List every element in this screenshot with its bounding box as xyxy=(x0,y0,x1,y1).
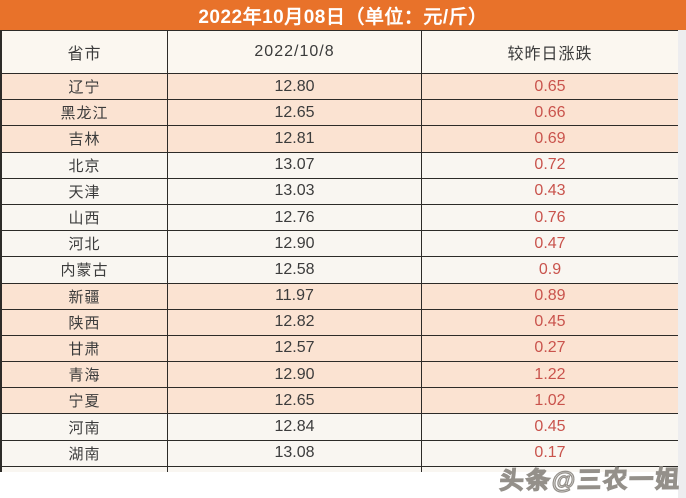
province-cell: 天津 xyxy=(2,178,168,204)
table-row: 黑龙江 12.65 0.66 xyxy=(2,100,678,127)
table-row-partial xyxy=(2,466,678,472)
change-cell: 0.47 xyxy=(534,234,566,252)
column-header-change: 较昨日涨跌 xyxy=(507,46,593,63)
price-cell: 12.81 xyxy=(168,126,422,152)
price-cell: 12.76 xyxy=(168,204,422,231)
change-cell: 0.45 xyxy=(534,418,566,436)
change-cell: 0.76 xyxy=(534,208,566,226)
table-row: 陕西 12.82 0.45 xyxy=(2,309,678,336)
change-cell: 1.22 xyxy=(534,365,566,383)
table-row: 天津 13.03 0.43 xyxy=(2,178,678,205)
table-row: 山西 12.76 0.76 xyxy=(2,204,678,232)
change-cell: 0.65 xyxy=(534,77,566,95)
column-header-province: 省市 xyxy=(2,31,168,73)
change-cell: 1.02 xyxy=(534,391,566,409)
table-row: 甘肃 12.57 0.27 xyxy=(2,335,678,363)
price-cell: 12.90 xyxy=(168,231,422,257)
province-cell: 北京 xyxy=(2,152,168,178)
change-cell: 0.9 xyxy=(538,260,562,278)
table-body: 辽宁 12.80 0.65 黑龙江 12.65 0.66 吉林 12.81 0.69 北京 13.0… xyxy=(2,74,678,467)
province-cell: 吉林 xyxy=(2,126,168,152)
column-header-date: 2022/10/8 xyxy=(168,31,422,73)
table-row: 青海 12.90 1.22 xyxy=(2,362,678,389)
province-cell: 湖南 xyxy=(2,440,168,466)
price-cell: 12.57 xyxy=(168,335,422,362)
table-row: 吉林 12.81 0.69 xyxy=(2,126,678,153)
table-header-row: 省市 2022/10/8 较昨日涨跌 xyxy=(2,31,678,74)
province-cell: 青海 xyxy=(2,362,168,388)
table-row: 内蒙古 12.58 0.9 xyxy=(2,257,678,284)
province-cell: 辽宁 xyxy=(2,74,168,100)
change-cell: 0.45 xyxy=(534,313,566,331)
price-cell: 12.58 xyxy=(168,257,422,283)
table-row: 河南 12.84 0.45 xyxy=(2,414,678,441)
price-table: 省市 2022/10/8 较昨日涨跌 辽宁 12.80 0.65 黑龙江 12.65 0.… xyxy=(0,30,678,472)
table-title: 2022年10月08日（单位：元/斤） xyxy=(198,6,488,28)
table-row: 河北 12.90 0.47 xyxy=(2,231,678,258)
price-cell: 12.80 xyxy=(168,74,422,100)
province-cell: 黑龙江 xyxy=(2,100,168,126)
price-cell: 13.03 xyxy=(168,178,422,204)
change-cell: 0.27 xyxy=(534,339,566,357)
province-cell: 宁夏 xyxy=(2,388,168,414)
price-cell: 12.84 xyxy=(168,414,422,440)
province-cell: 河南 xyxy=(2,414,168,440)
price-cell: 12.82 xyxy=(168,309,422,335)
price-cell: 11.97 xyxy=(168,283,422,309)
table-row: 湖南 13.08 0.17 xyxy=(2,440,678,467)
province-cell: 甘肃 xyxy=(2,335,168,362)
province-cell: 山西 xyxy=(2,204,168,231)
right-gutter xyxy=(678,30,686,498)
table-row: 新疆 11.97 0.89 xyxy=(2,283,678,310)
price-cell: 12.65 xyxy=(168,100,422,126)
change-cell: 0.66 xyxy=(534,103,566,121)
change-cell: 0.43 xyxy=(534,182,566,200)
change-cell: 0.17 xyxy=(534,444,566,462)
table-row: 北京 13.07 0.72 xyxy=(2,152,678,179)
province-cell: 新疆 xyxy=(2,283,168,309)
province-cell: 河北 xyxy=(2,231,168,257)
price-cell: 13.08 xyxy=(168,440,422,466)
price-cell: 12.65 xyxy=(168,388,422,414)
province-cell: 陕西 xyxy=(2,309,168,335)
table-title-bar: 2022年10月08日（单位：元/斤） xyxy=(0,0,686,30)
table-row: 宁夏 12.65 1.02 xyxy=(2,388,678,415)
province-cell: 内蒙古 xyxy=(2,257,168,283)
table-row: 辽宁 12.80 0.65 xyxy=(2,74,678,101)
change-cell: 0.69 xyxy=(534,129,566,147)
price-cell: 13.07 xyxy=(168,152,422,178)
price-cell: 12.90 xyxy=(168,362,422,388)
change-cell: 0.72 xyxy=(534,156,566,174)
change-cell: 0.89 xyxy=(534,287,566,305)
